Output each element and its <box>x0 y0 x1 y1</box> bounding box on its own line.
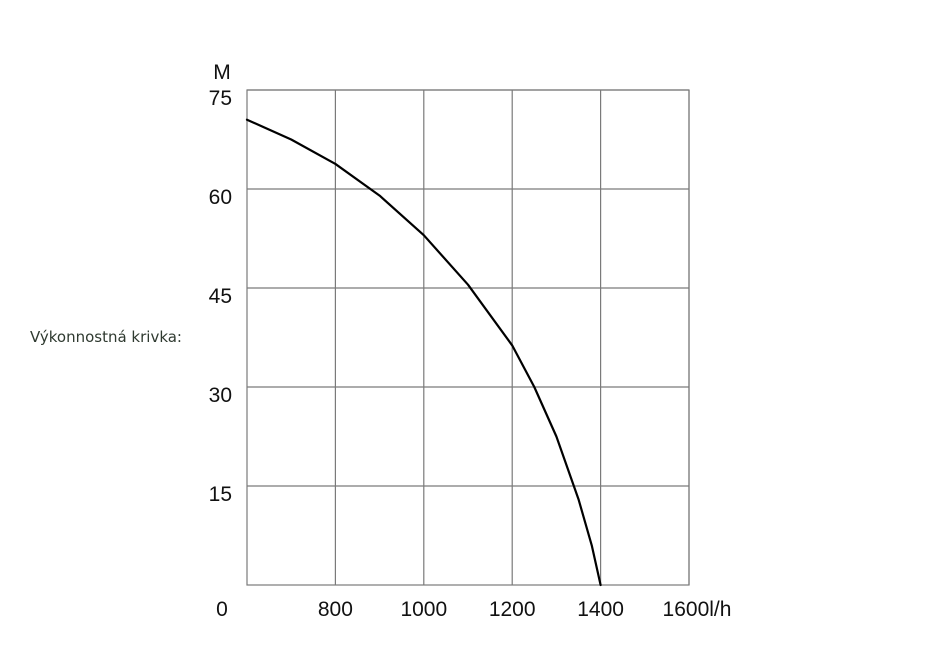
y-tick-label: 15 <box>209 483 232 506</box>
y-axis-label: M <box>213 61 231 84</box>
x-tick-label: 800 <box>318 598 353 621</box>
x-tick-label: 1400 <box>577 598 624 621</box>
y-tick-label: 45 <box>209 285 232 308</box>
series-line <box>245 118 602 587</box>
x-tick-label: 1000 <box>400 598 447 621</box>
y-tick-label: 75 <box>209 87 232 110</box>
chart-labels: 15 30 45 60 75 M 0 800 1000 1200 1400 1600l/h <box>209 61 732 621</box>
origin-label: 0 <box>216 598 228 621</box>
y-tick-label: 30 <box>209 384 232 407</box>
x-tick-label: 1200 <box>489 598 536 621</box>
performance-curve-label: Výkonnostná krivka: <box>30 328 182 346</box>
chart-series <box>245 118 602 587</box>
plot-frame <box>246 89 690 586</box>
chart-grid <box>246 89 690 586</box>
x-tick-label: 1600l/h <box>663 598 732 621</box>
y-tick-label: 60 <box>209 186 232 209</box>
